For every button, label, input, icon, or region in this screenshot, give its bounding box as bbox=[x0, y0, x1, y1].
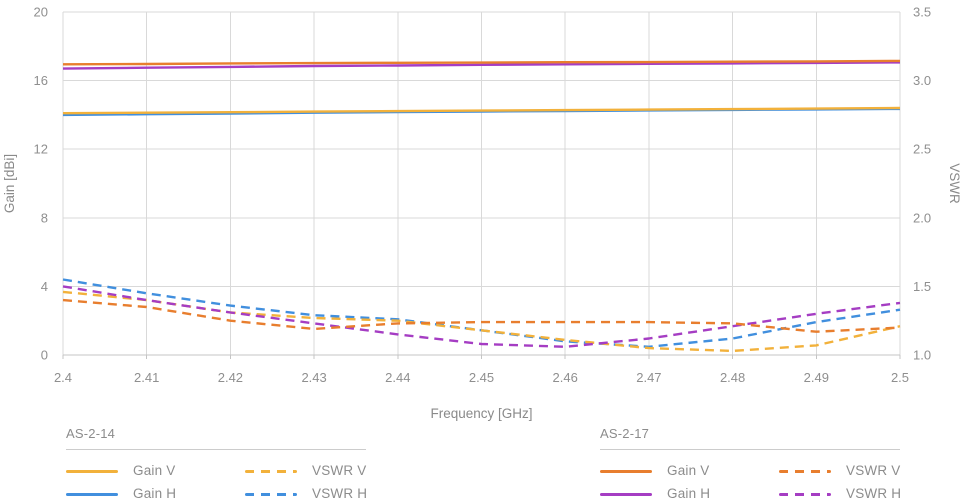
y-left-tick-label: 0 bbox=[41, 348, 48, 363]
y-right-tick-label: 3.0 bbox=[913, 73, 931, 88]
dashed-line-icon bbox=[245, 469, 297, 473]
legend-group-title: AS-2-14 bbox=[66, 426, 116, 441]
left-axis-title: Gain [dBi] bbox=[2, 154, 17, 213]
series-as-2-17-gain-v bbox=[62, 59, 901, 66]
legend-swatch-dashed bbox=[779, 463, 831, 479]
y-right-tick-label: 1.5 bbox=[913, 279, 931, 294]
series-as-2-14-gain-v bbox=[62, 106, 901, 115]
series-as-2-17-vswr-v bbox=[62, 298, 901, 333]
legend-group-title: AS-2-17 bbox=[600, 426, 650, 441]
y-right-tick-label: 2.0 bbox=[913, 210, 931, 225]
y-left-tick-label: 8 bbox=[41, 210, 48, 225]
y-right-tick-label: 2.5 bbox=[913, 142, 931, 157]
right-axis-title: VSWR bbox=[947, 163, 962, 204]
legend-label: Gain H bbox=[133, 486, 177, 501]
y-left-tick-label: 4 bbox=[41, 279, 48, 294]
x-tick-label: 2.43 bbox=[301, 370, 326, 385]
y-right-tick-label: 3.5 bbox=[913, 5, 931, 20]
dashed-line-icon bbox=[779, 469, 831, 473]
legend-entries: Gain V VSWR V Gain H VSWR H bbox=[600, 463, 902, 502]
legend-label: Gain V bbox=[133, 463, 176, 478]
solid-line-icon bbox=[600, 492, 652, 496]
x-tick-label: 2.44 bbox=[385, 370, 410, 385]
x-tick-label: 2.49 bbox=[804, 370, 829, 385]
plot-area: 0 4 8 12 16 20 1.0 1.5 2.0 2.5 3.0 3.5 2.4 2.41 2.42 2.… bbox=[2, 5, 962, 422]
dashed-line-icon bbox=[779, 492, 831, 496]
legend-label: VSWR V bbox=[312, 463, 367, 478]
series-as-2-17-vswr-h bbox=[62, 285, 901, 348]
solid-line-icon bbox=[66, 492, 118, 496]
y-left-tick-label: 12 bbox=[34, 142, 48, 157]
legend-swatch-solid bbox=[66, 486, 118, 502]
legend-swatch-solid bbox=[600, 486, 652, 502]
x-tick-label: 2.41 bbox=[134, 370, 159, 385]
legend-divider bbox=[600, 449, 900, 450]
legend-group-as-2-17: AS-2-17 Gain V VSWR V Gain H VSWR H bbox=[600, 426, 902, 502]
x-tick-label: 2.47 bbox=[636, 370, 661, 385]
x-axis-title: Frequency [GHz] bbox=[430, 406, 532, 421]
legend-label: VSWR V bbox=[846, 463, 901, 478]
solid-line-icon bbox=[600, 469, 652, 473]
x-tick-label: 2.5 bbox=[891, 370, 909, 385]
y-left-tick-label: 20 bbox=[34, 5, 48, 20]
x-tick-label: 2.46 bbox=[553, 370, 578, 385]
legend-swatch-dashed bbox=[245, 463, 297, 479]
legend-group-as-2-14: AS-2-14 Gain V VSWR V Gain H VSWR H bbox=[66, 426, 368, 502]
legend-entries: Gain V VSWR V Gain H VSWR H bbox=[66, 463, 368, 502]
x-tick-label: 2.4 bbox=[54, 370, 72, 385]
x-tick-label: 2.45 bbox=[469, 370, 494, 385]
legend-label: Gain H bbox=[667, 486, 711, 501]
legend-swatch-dashed bbox=[245, 486, 297, 502]
legend-label: Gain V bbox=[667, 463, 710, 478]
dashed-line-icon bbox=[245, 492, 297, 496]
x-tick-label: 2.48 bbox=[720, 370, 745, 385]
x-tick-label: 2.42 bbox=[218, 370, 243, 385]
series-as-2-17-gain-h bbox=[62, 61, 901, 70]
legend-divider bbox=[66, 449, 366, 450]
legend-swatch-solid bbox=[600, 463, 652, 479]
y-left-tick-label: 16 bbox=[34, 73, 48, 88]
legend-label: VSWR H bbox=[312, 486, 368, 501]
y-right-tick-label: 1.0 bbox=[913, 348, 931, 363]
legend-label: VSWR H bbox=[846, 486, 902, 501]
solid-line-icon bbox=[66, 469, 118, 473]
legend-swatch-dashed bbox=[779, 486, 831, 502]
legend-swatch-solid bbox=[66, 463, 118, 479]
